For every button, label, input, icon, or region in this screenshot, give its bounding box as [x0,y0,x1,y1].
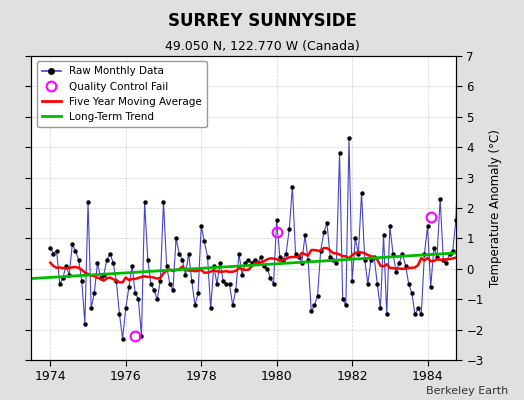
Y-axis label: Temperature Anomaly (°C): Temperature Anomaly (°C) [489,129,502,287]
Text: Berkeley Earth: Berkeley Earth [426,386,508,396]
Text: 49.050 N, 122.770 W (Canada): 49.050 N, 122.770 W (Canada) [165,40,359,53]
Text: SURREY SUNNYSIDE: SURREY SUNNYSIDE [168,12,356,30]
Legend: Raw Monthly Data, Quality Control Fail, Five Year Moving Average, Long-Term Tren: Raw Monthly Data, Quality Control Fail, … [37,61,207,127]
